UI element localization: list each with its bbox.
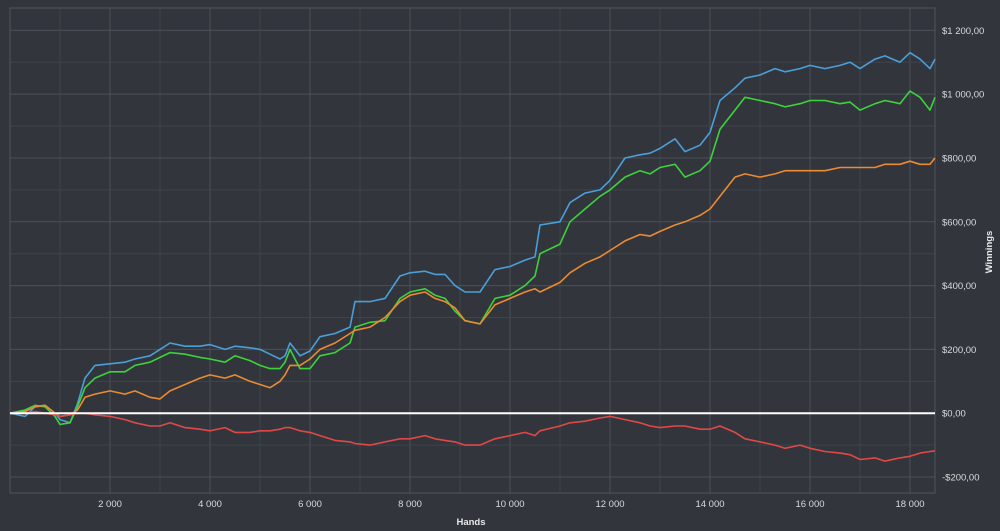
series-line-1 [9,51,936,424]
series-line-3 [9,157,936,418]
x-axis-title: Hands [456,517,485,528]
y-tick-labels: -$200,00 $0,00 $200,00 $400,00 $600,00 $800,0… [942,26,984,484]
x-tick-label: 6 000 [298,499,322,510]
y-tick-label: $0,00 [942,409,966,420]
y-tick-label: $400,00 [942,281,976,292]
x-tick-labels: 2 000 4 000 6 000 8 000 10 000 12 000 14 000 16… [98,499,924,510]
y-tick-label: $600,00 [942,217,976,228]
y-tick-label: -$200,00 [942,473,980,484]
x-tick-label: 8 000 [398,499,422,510]
plot-border [9,7,936,494]
y-tick-label: $1 000,00 [942,90,984,101]
series-line-4 [10,410,936,462]
y-tick-label: $200,00 [942,345,976,356]
x-tick-label: 2 000 [98,499,122,510]
x-tick-label: 12 000 [595,499,624,510]
y-axis-title: Winnings [984,231,995,274]
x-tick-label: 14 000 [695,499,724,510]
x-tick-label: 10 000 [495,499,524,510]
y-tick-label: $1 200,00 [942,26,984,37]
y-tick-label: $800,00 [942,153,976,164]
x-tick-label: 4 000 [198,499,222,510]
x-tick-label: 18 000 [895,499,924,510]
series-lines [9,51,936,462]
x-tick-label: 16 000 [795,499,824,510]
